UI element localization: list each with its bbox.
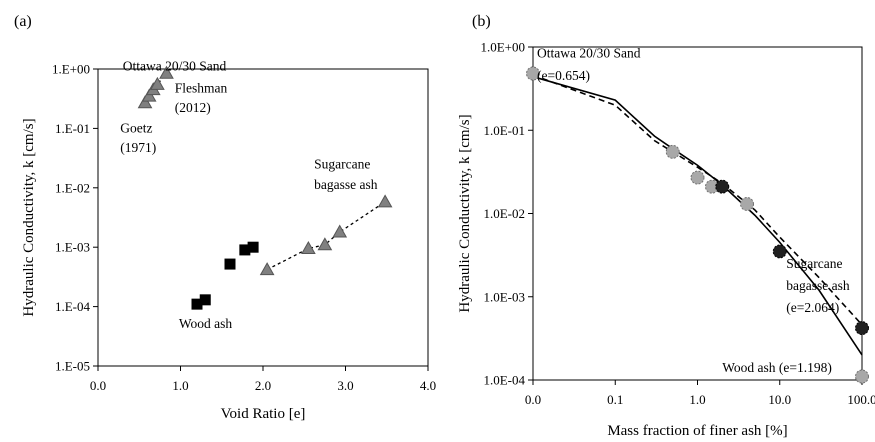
y-tick-label: 1.0E-03 [483, 289, 525, 304]
plot-frame [533, 47, 862, 380]
y-tick-label: 1.E-02 [55, 180, 90, 195]
x-tick-label: 100.0 [847, 392, 875, 407]
annotation-label: Sugarcane [314, 157, 370, 172]
y-tick-label: 1.0E-04 [483, 373, 525, 388]
x-tick-label: 0.0 [90, 378, 106, 393]
series-0-point [200, 294, 211, 305]
x-tick-label: 1.0 [172, 378, 188, 393]
y-tick-label: 1.0E-01 [483, 123, 525, 138]
series-1-point [856, 322, 869, 335]
plot-frame [98, 69, 428, 366]
annotation-label: Sugarcane [786, 256, 842, 271]
annotation-label: Ottawa 20/30 Sand [537, 45, 641, 60]
annotation-label: Wood ash (e=1.198) [722, 360, 832, 375]
series-0-point [248, 242, 259, 253]
series-0-point [691, 171, 704, 184]
series-0-point [856, 370, 869, 383]
x-axis-title: Mass fraction of finer ash [%] [607, 423, 787, 439]
panel-label: (a) [14, 13, 32, 30]
panel-a: 1.E-05 1.E-04 1.E-03 1.E-02 1.E-01 1.E+00 0.0 1… [14, 13, 436, 422]
x-tick-label: 0.1 [607, 392, 623, 407]
x-tick-label: 3.0 [337, 378, 353, 393]
series-0-point [666, 145, 679, 158]
annotation-label: Wood ash [179, 316, 233, 331]
series-1-point [773, 245, 786, 258]
y-axis-title: Hydraulic Conductivity, k [cm/s] [457, 114, 473, 312]
panel-b: 1.0E-04 1.0E-03 1.0E-02 1.0E-01 1.0E+00 0.0 0.… [457, 13, 875, 439]
x-tick-label: 0.0 [525, 392, 541, 407]
y-tick-label: 1.E+00 [52, 62, 90, 77]
series-1-trend-line [267, 202, 385, 270]
annotation-label: Goetz [120, 121, 152, 136]
annotation-label: bagasse ash [786, 278, 850, 293]
x-tick-label: 2.0 [255, 378, 271, 393]
y-tick-label: 1.E-03 [55, 240, 90, 255]
series-0-point [741, 198, 754, 211]
panel-label: (b) [472, 13, 491, 30]
y-tick-label: 1.0E-02 [483, 206, 525, 221]
series-1-point [379, 195, 392, 207]
y-tick-label: 1.E-04 [55, 299, 91, 314]
series-1-point [261, 263, 274, 275]
series-0-point [225, 259, 236, 270]
x-axis-title: Void Ratio [e] [221, 406, 306, 422]
y-tick-label: 1.E-01 [55, 121, 90, 136]
annotation-label: (e=2.064) [786, 300, 839, 315]
annotation-label: Fleshman [175, 81, 228, 96]
y-tick-label: 1.E-05 [55, 359, 90, 374]
y-axis-title: Hydraulic Conductivity, k [cm/s] [21, 118, 37, 316]
x-tick-label: 10.0 [768, 392, 791, 407]
series-1-point [333, 226, 346, 238]
annotation-label: bagasse ash [314, 177, 378, 192]
y-tick-label: 1.0E+00 [480, 40, 525, 55]
series-1-point [716, 180, 729, 193]
annotation-label: (1971) [120, 140, 156, 155]
annotation-label: (2012) [175, 100, 211, 115]
annotation-label: (e=0.654) [537, 68, 590, 83]
annotation-label: Ottawa 20/30 Sand [123, 58, 227, 73]
x-tick-label: 4.0 [420, 378, 436, 393]
series-1-point [318, 238, 331, 250]
x-tick-label: 1.0 [689, 392, 705, 407]
